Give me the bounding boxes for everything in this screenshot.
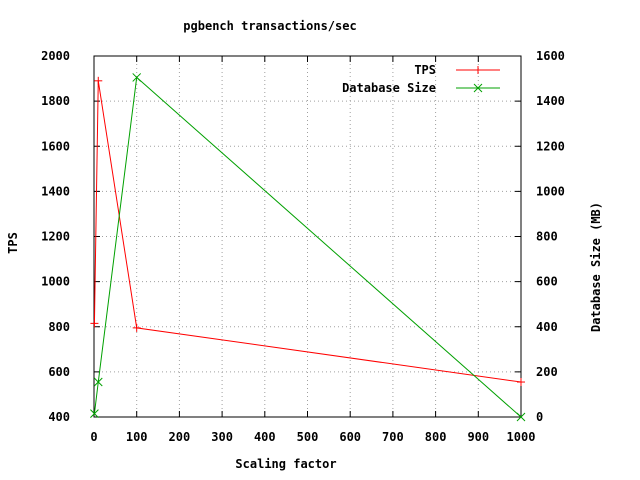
x-tick-label: 1000 <box>507 430 536 444</box>
legend-marker-database-size <box>473 83 483 93</box>
y-tick-label: 600 <box>48 365 70 379</box>
data-point-database-size <box>132 73 142 82</box>
ticks: 0 100 200 300 400 500 600 700 800 900 1000 400 600 80… <box>41 49 565 444</box>
legend-label-tps: TPS <box>414 63 436 77</box>
data-point-database-size <box>93 377 103 387</box>
series <box>90 73 526 422</box>
series-line-database-size <box>93 76 522 418</box>
legend: TPS Database Size <box>342 63 500 95</box>
grid <box>94 56 521 417</box>
x-tick-label: 100 <box>126 430 148 444</box>
x-tick-label: 500 <box>297 430 319 444</box>
y2-tick-label: 0 <box>536 410 543 424</box>
y2-axis-label: Database Size (MB) <box>589 202 603 332</box>
y2-tick-label: 1600 <box>536 49 565 63</box>
data-point-tps <box>94 76 103 85</box>
data-point-tps <box>90 319 99 328</box>
x-tick-label: 800 <box>425 430 447 444</box>
y-axis-label: TPS <box>6 232 20 254</box>
series-line-tps <box>93 80 522 383</box>
y2-tick-label: 200 <box>536 365 558 379</box>
y2-tick-label: 1400 <box>536 94 565 108</box>
y2-tick-label: 800 <box>536 230 558 244</box>
x-tick-label: 700 <box>382 430 404 444</box>
y-tick-label: 800 <box>48 320 70 334</box>
legend-label-database-size: Database Size <box>342 81 436 95</box>
y2-tick-label: 1200 <box>536 139 565 153</box>
legend-marker-tps <box>474 66 482 74</box>
data-point-tps <box>132 323 141 332</box>
y2-tick-label: 600 <box>536 275 558 289</box>
data-point-tps <box>517 378 525 387</box>
y-tick-label: 1000 <box>41 275 70 289</box>
y2-tick-label: 1000 <box>536 184 565 198</box>
data-point-database-size <box>90 409 99 418</box>
y-tick-label: 2000 <box>41 49 70 63</box>
x-tick-label: 0 <box>90 430 97 444</box>
data-point-database-size <box>516 412 526 422</box>
y-tick-label: 400 <box>48 410 70 424</box>
y-tick-label: 1200 <box>41 230 70 244</box>
x-tick-label: 600 <box>339 430 361 444</box>
y-tick-label: 1800 <box>41 94 70 108</box>
x-tick-label: 900 <box>467 430 489 444</box>
x-tick-label: 200 <box>169 430 191 444</box>
y-tick-label: 1600 <box>41 139 70 153</box>
y-tick-label: 1400 <box>41 184 70 198</box>
x-tick-label: 300 <box>211 430 233 444</box>
x-axis-label: Scaling factor <box>235 457 336 471</box>
y2-tick-label: 400 <box>536 320 558 334</box>
chart-title: pgbench transactions/sec <box>183 19 356 33</box>
x-tick-label: 400 <box>254 430 276 444</box>
